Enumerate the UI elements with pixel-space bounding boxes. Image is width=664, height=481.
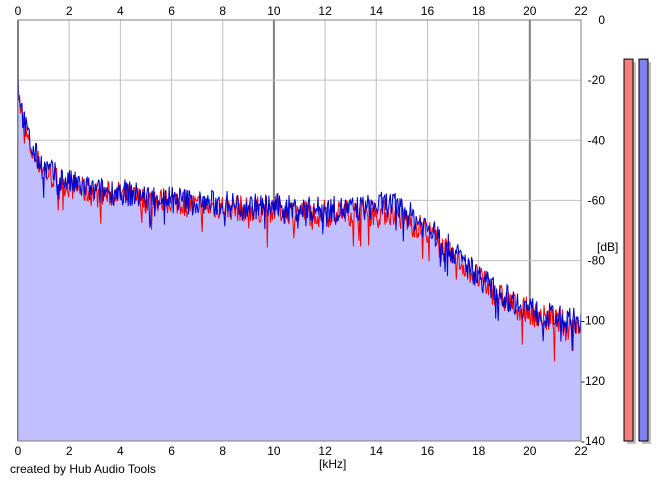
y-tick-label: -40: [588, 133, 606, 147]
x-tick-labels-bottom: 0 2 4 6 8 10 12 14 16 18 20 22: [15, 444, 588, 458]
level-meter-bar: [638, 58, 649, 442]
x-tick-label-bottom: 2: [66, 444, 73, 458]
x-tick-label-top: 12: [318, 4, 332, 18]
x-tick-label-bottom: 10: [267, 444, 281, 458]
y-tick-labels: 0 -20 -40 -60 -80 -100 -120 -140: [581, 13, 605, 448]
x-tick-label-top: 10: [267, 4, 281, 18]
x-tick-label-top: 16: [421, 4, 435, 18]
x-tick-label-bottom: 4: [117, 444, 124, 458]
y-tick-label: -120: [581, 374, 605, 388]
y-axis-unit-label: [dB]: [597, 240, 618, 254]
level-meter-bar: [623, 58, 634, 442]
x-tick-label-bottom: 14: [370, 444, 384, 458]
x-tick-label-top: 20: [523, 4, 537, 18]
x-tick-label-top: 2: [66, 4, 73, 18]
y-tick-label: -100: [581, 314, 605, 328]
x-tick-label-bottom: 12: [318, 444, 332, 458]
x-tick-label-bottom: 22: [574, 444, 588, 458]
y-tick-label: -140: [581, 434, 605, 448]
x-tick-label-top: 18: [472, 4, 486, 18]
series-lines: [17, 74, 582, 362]
x-tick-label-top: 4: [117, 4, 124, 18]
level-meters: [623, 58, 651, 444]
spectrum-fill: [18, 74, 581, 441]
x-tick-labels-top: 0 2 4 6 8 10 12 14 16 18 20 22: [15, 4, 588, 18]
x-tick-label-bottom: 6: [168, 444, 175, 458]
credit-text: created by Hub Audio Tools: [10, 462, 156, 476]
plot-frame: [17, 19, 582, 442]
y-tick-label: -60: [588, 193, 606, 207]
y-tick-label: 0: [598, 13, 605, 27]
y-tick-label: -80: [588, 254, 606, 268]
x-tick-label-top: 22: [574, 4, 588, 18]
x-tick-label-top: 6: [168, 4, 175, 18]
y-tick-label: -20: [588, 73, 606, 87]
x-tick-label-top: 14: [370, 4, 384, 18]
x-tick-label-bottom: 8: [219, 444, 226, 458]
x-tick-label-bottom: 18: [472, 444, 486, 458]
x-tick-label-top: 0: [15, 4, 22, 18]
x-tick-label-bottom: 0: [15, 444, 22, 458]
x-tick-label-top: 8: [219, 4, 226, 18]
series-line-blue: [17, 74, 582, 351]
x-tick-label-bottom: 16: [421, 444, 435, 458]
x-axis-unit-label: [kHz]: [319, 457, 346, 471]
x-tick-label-bottom: 20: [523, 444, 537, 458]
